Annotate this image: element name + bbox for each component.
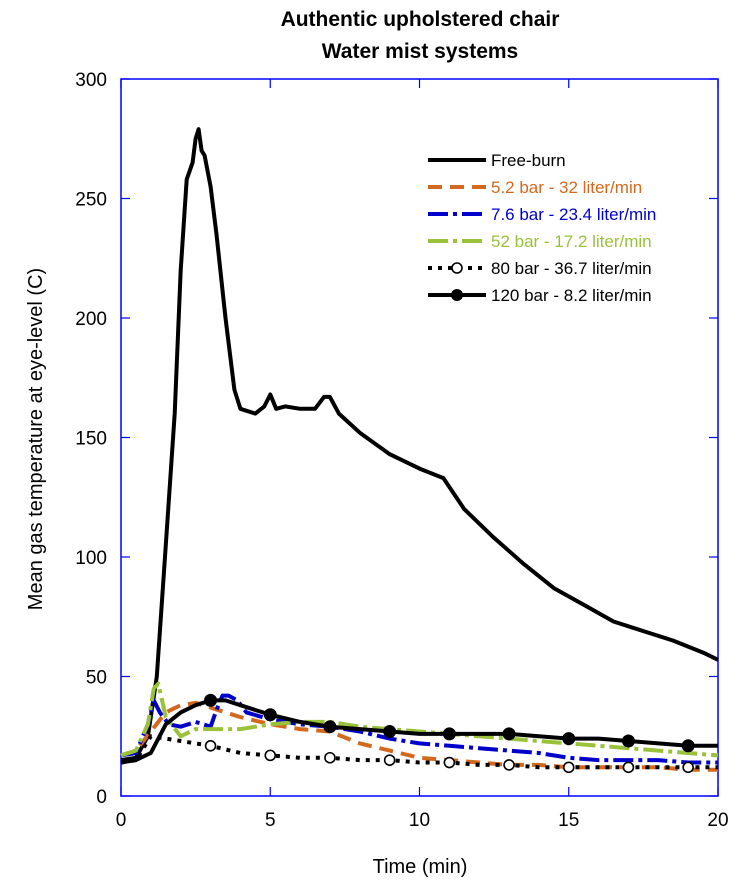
series-marker-5	[204, 693, 218, 707]
series-line-5	[120, 698, 718, 765]
y-tick-label: 0	[96, 787, 107, 808]
legend-marker-5	[451, 289, 463, 301]
series-marker-4	[682, 761, 694, 774]
x-tick-label: 10	[409, 810, 430, 831]
x-tick-label: 0	[116, 810, 127, 831]
x-tick-label: 20	[707, 810, 728, 831]
series-marker-5	[621, 734, 635, 748]
series-marker-5	[263, 708, 277, 722]
y-tick-label: 150	[75, 429, 107, 450]
series-marker-5	[681, 739, 695, 753]
series-marker-4	[622, 761, 635, 774]
y-tick-label: 250	[75, 190, 107, 211]
y-tick-label: 200	[75, 309, 107, 330]
series-marker-5	[442, 727, 456, 741]
y-tick-label: 300	[75, 70, 107, 91]
legend-label-0: Free-burn	[491, 151, 566, 170]
y-tick-label: 50	[86, 668, 107, 689]
legend-marker-4	[451, 262, 463, 274]
series-marker-4	[383, 754, 396, 766]
series-marker-4	[264, 749, 277, 762]
chart-subtitle: Water mist systems	[322, 40, 518, 63]
series-marker-4	[562, 761, 575, 774]
series-marker-5	[562, 732, 576, 746]
y-axis-label: Mean gas temperature at eye-level (C)	[25, 268, 47, 610]
series-marker-5	[383, 724, 397, 738]
series-marker-4	[503, 759, 515, 771]
legend-label-2: 7.6 bar - 23.4 liter/min	[491, 205, 656, 224]
series-line-0	[120, 127, 719, 763]
legend: Free-burn 5.2 bar - 32 liter/min 7.6 bar -…	[428, 151, 656, 305]
legend-label-5: 120 bar - 8.2 liter/min	[491, 286, 652, 305]
x-tick-label: 5	[265, 810, 276, 831]
x-axis-label: Time (min)	[373, 856, 468, 878]
legend-label-3: 52 bar - 17.2 liter/min	[491, 232, 652, 251]
chart-title: Authentic upholstered chair	[281, 8, 560, 31]
y-tick-label: 100	[75, 548, 107, 569]
x-tick-label: 15	[558, 810, 579, 831]
legend-label-4: 80 bar - 36.7 liter/min	[491, 259, 652, 278]
series-marker-4	[443, 756, 456, 769]
series-line-3	[120, 681, 719, 758]
series-marker-5	[323, 720, 337, 734]
series-marker-4	[204, 740, 217, 752]
series-layer	[120, 127, 719, 774]
series-marker-5	[502, 727, 516, 741]
series-marker-4	[324, 751, 336, 764]
legend-label-1: 5.2 bar - 32 liter/min	[491, 178, 642, 197]
